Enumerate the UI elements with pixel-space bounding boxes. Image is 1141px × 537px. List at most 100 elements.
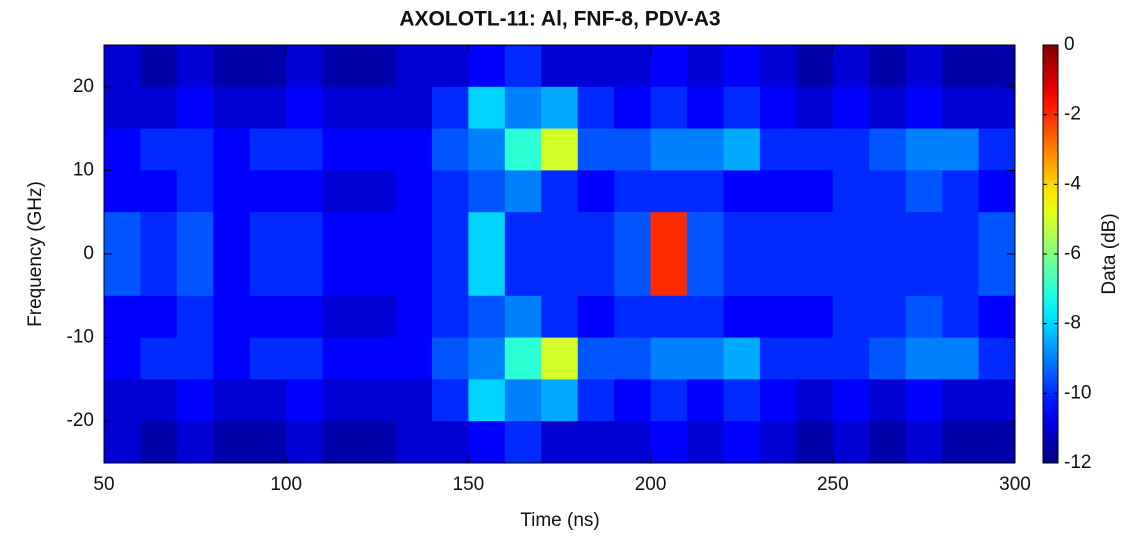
- heatmap-cell: [723, 45, 761, 88]
- heatmap-cell: [504, 170, 542, 213]
- heatmap-cell: [213, 170, 251, 213]
- heatmap-cell: [104, 212, 141, 255]
- heatmap-cell: [104, 337, 141, 380]
- heatmap-cell: [286, 254, 324, 297]
- heatmap-cell: [832, 421, 870, 464]
- heatmap-cell: [759, 128, 797, 171]
- heatmap-cell: [431, 170, 469, 213]
- heatmap-cell: [614, 170, 652, 213]
- heatmap-cell: [723, 295, 761, 339]
- heatmap-cell: [359, 170, 397, 213]
- heatmap-cell: [468, 128, 506, 171]
- heatmap-cell: [869, 421, 907, 464]
- heatmap-cell: [249, 379, 287, 422]
- heatmap-cell: [176, 212, 214, 255]
- heatmap-cell: [723, 337, 761, 380]
- heatmap-cell: [140, 379, 178, 422]
- heatmap-cell: [577, 212, 615, 255]
- heatmap-cell: [213, 212, 251, 255]
- heatmap-cell: [140, 295, 178, 339]
- heatmap-cell: [614, 421, 652, 464]
- heatmap-cell: [104, 254, 141, 297]
- heatmap-cell: [905, 45, 943, 88]
- heatmap-cell: [359, 379, 397, 422]
- heatmap-cell: [614, 254, 652, 297]
- heatmap-cell: [832, 128, 870, 171]
- heatmap-cell: [504, 421, 542, 464]
- heatmap-cell: [504, 212, 542, 255]
- heatmap-cell: [687, 45, 724, 88]
- heatmap-cell: [286, 295, 324, 339]
- heatmap-cell: [286, 212, 324, 255]
- heatmap-cell: [942, 212, 980, 255]
- heatmap-cell: [468, 212, 506, 255]
- heatmap-cell: [978, 421, 1016, 464]
- x-tick-label: 150: [453, 474, 485, 495]
- heatmap-cell: [504, 45, 542, 88]
- heatmap-cell: [832, 337, 870, 380]
- heatmap-cell: [431, 45, 469, 88]
- heatmap-cell: [395, 337, 433, 380]
- colorbar-tick-label: -4: [1064, 173, 1081, 194]
- heatmap-cell: [978, 86, 1016, 130]
- heatmap-cell: [395, 295, 433, 339]
- heatmap-cell: [759, 86, 797, 130]
- heatmap-cell: [723, 421, 761, 464]
- heatmap-cell: [723, 212, 761, 255]
- heatmap-cell: [759, 421, 797, 464]
- heatmap-cell: [249, 170, 287, 213]
- heatmap-cell: [249, 295, 287, 339]
- heatmap-cell: [759, 337, 797, 380]
- heatmap-cell: [687, 86, 724, 130]
- heatmap-cell: [395, 212, 433, 255]
- heatmap-cell: [759, 295, 797, 339]
- heatmap-cell: [905, 295, 943, 339]
- heatmap-cell: [249, 421, 287, 464]
- y-tick-label: -10: [67, 327, 94, 348]
- heatmap-cell: [905, 421, 943, 464]
- heatmap-cell: [650, 45, 688, 88]
- heatmap-cell: [213, 128, 251, 171]
- heatmap-cell: [249, 212, 287, 255]
- heatmap-cell: [687, 337, 724, 380]
- heatmap-cell: [176, 337, 214, 380]
- heatmap-cell: [541, 212, 579, 255]
- heatmap-cell: [723, 86, 761, 130]
- colorbar-tick-label: 0: [1064, 34, 1075, 55]
- x-tick-label: 200: [635, 474, 667, 495]
- heatmap-cell: [249, 337, 287, 380]
- heatmap-cell: [942, 421, 980, 464]
- heatmap-cell: [322, 170, 360, 213]
- heatmap-cell: [431, 86, 469, 130]
- heatmap-cell: [322, 295, 360, 339]
- heatmap-cell: [614, 295, 652, 339]
- heatmap-cell: [905, 128, 943, 171]
- heatmap-cell: [942, 128, 980, 171]
- heatmap-cell: [650, 379, 688, 422]
- heatmap-cell: [249, 254, 287, 297]
- heatmap-cell: [541, 86, 579, 130]
- x-tick-label: 250: [817, 474, 849, 495]
- x-tick-label: 100: [270, 474, 302, 495]
- heatmap-cell: [614, 128, 652, 171]
- heatmap-cell: [905, 212, 943, 255]
- heatmap-cell: [869, 128, 907, 171]
- heatmap-cell: [650, 128, 688, 171]
- heatmap-cell: [140, 128, 178, 171]
- heatmap-cell: [213, 45, 251, 88]
- heatmap-cell: [104, 295, 141, 339]
- heatmap-cell: [359, 86, 397, 130]
- heatmap-cell: [213, 337, 251, 380]
- heatmap-cell: [832, 295, 870, 339]
- colorbar-tick-label: -6: [1064, 243, 1081, 264]
- heatmap-cell: [796, 170, 834, 213]
- heatmap-cell: [286, 337, 324, 380]
- colorbar-tick-label: -2: [1064, 104, 1081, 125]
- heatmap-cell: [650, 170, 688, 213]
- heatmap-cell: [431, 128, 469, 171]
- heatmap-cell: [322, 128, 360, 171]
- heatmap-cell: [577, 128, 615, 171]
- x-tick-label: 50: [93, 474, 114, 495]
- heatmap-cell: [504, 86, 542, 130]
